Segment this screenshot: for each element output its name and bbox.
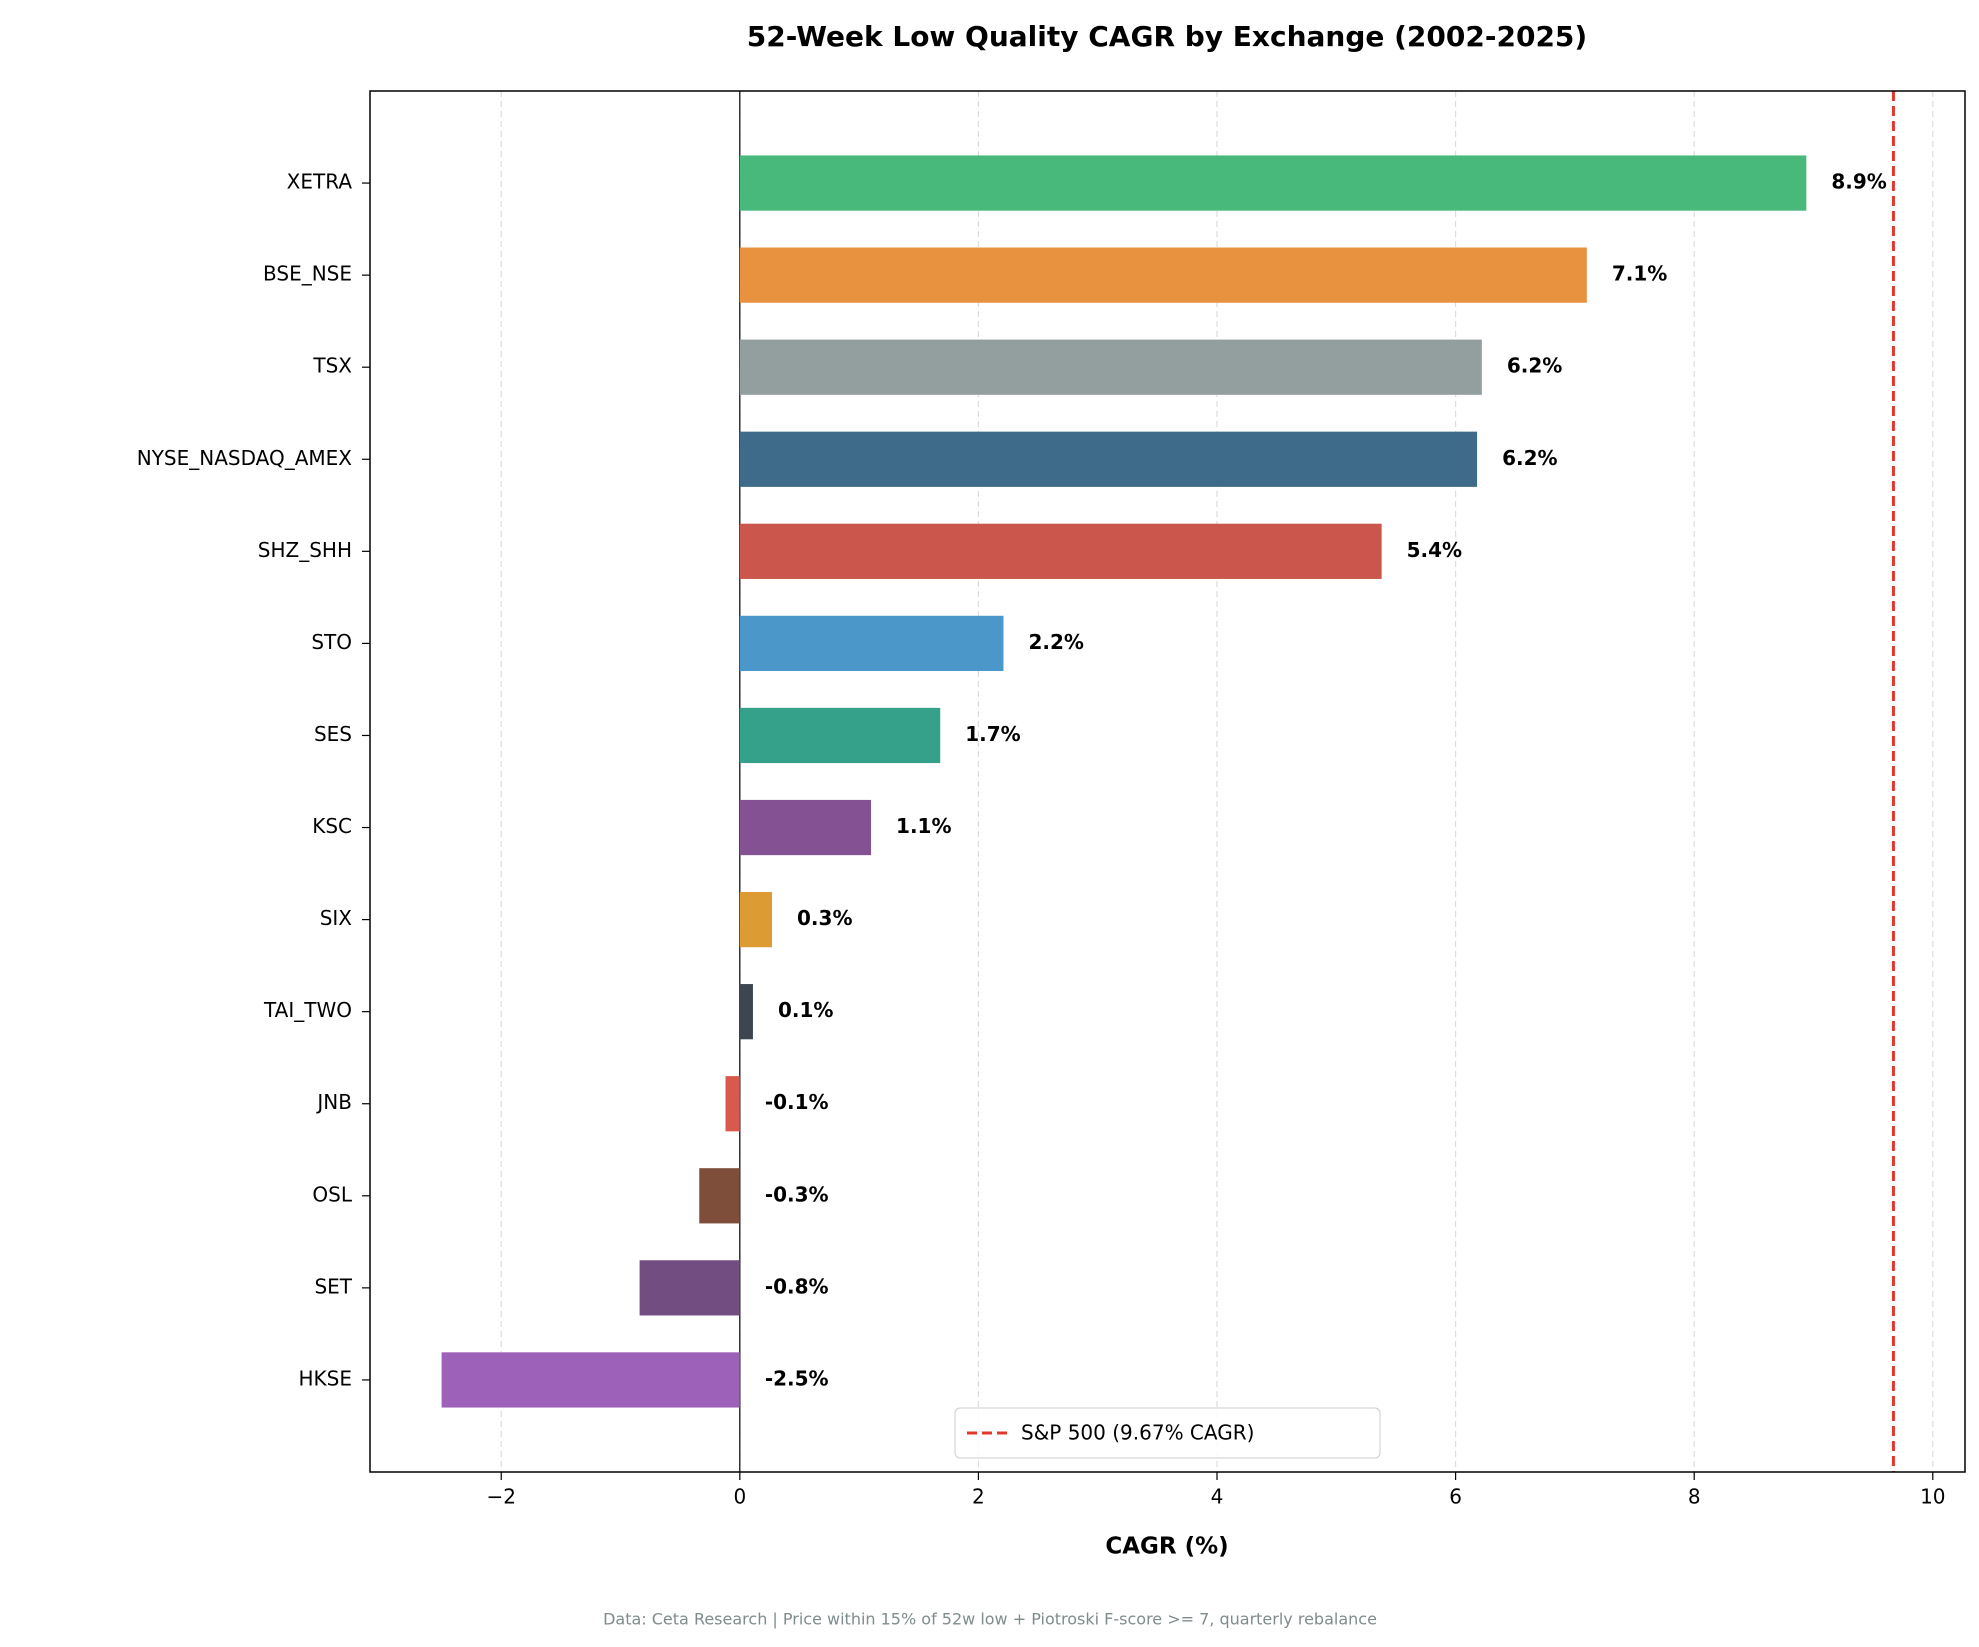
bar <box>739 155 1807 211</box>
bar <box>739 707 941 764</box>
value-label: 0.1% <box>778 998 833 1022</box>
x-axis-label: CAGR (%) <box>1105 1534 1228 1560</box>
x-tick-label: 4 <box>1211 1485 1224 1509</box>
y-tick-label: TAI_TWO <box>263 998 352 1022</box>
value-label: 0.3% <box>797 906 852 930</box>
plot-frame <box>369 90 1966 1473</box>
y-tick-label: OSL <box>312 1182 352 1206</box>
legend: S&P 500 (9.67% CAGR) <box>954 1407 1381 1459</box>
bar <box>441 1352 740 1408</box>
y-tick-label: SHZ_SHH <box>258 538 352 562</box>
y-tick-label: NYSE_NASDAQ_AMEX <box>137 446 353 470</box>
x-tick-label: 6 <box>1449 1485 1462 1509</box>
y-tick-label: JNB <box>315 1090 352 1114</box>
value-label: 5.4% <box>1407 538 1462 562</box>
value-label: -0.3% <box>765 1182 829 1206</box>
value-label: 7.1% <box>1612 262 1667 286</box>
value-label: 6.2% <box>1507 354 1562 378</box>
y-tick-label: STO <box>311 630 352 654</box>
value-label: -2.5% <box>765 1366 829 1390</box>
value-label: -0.8% <box>765 1274 829 1298</box>
legend-label: S&P 500 (9.67% CAGR) <box>1021 1421 1254 1445</box>
x-tick-label: 2 <box>972 1485 985 1509</box>
bar <box>639 1260 740 1316</box>
bar <box>739 984 753 1040</box>
x-tick-label: 8 <box>1688 1485 1701 1509</box>
y-tick-label: HKSE <box>299 1366 353 1390</box>
bar <box>739 339 1482 395</box>
value-label: 8.9% <box>1831 170 1886 194</box>
y-tick-label: SET <box>314 1274 352 1298</box>
bar <box>739 431 1478 487</box>
y-tick-label: XETRA <box>287 170 353 194</box>
y-tick-label: SIX <box>320 906 353 930</box>
bar <box>739 799 872 856</box>
value-label: 6.2% <box>1502 446 1557 470</box>
value-label: 2.2% <box>1028 630 1083 654</box>
y-tick-label: SES <box>314 722 352 746</box>
x-tick-label: −2 <box>486 1485 515 1509</box>
value-label: 1.1% <box>896 814 951 838</box>
y-tick-label: KSC <box>312 814 352 838</box>
footnote: Data: Ceta Research | Price within 15% o… <box>603 1610 1377 1629</box>
value-label: 1.7% <box>965 722 1020 746</box>
bar <box>699 1168 740 1224</box>
y-tick-label: TSX <box>312 354 352 378</box>
legend-box <box>954 1407 1381 1459</box>
x-tick-label: 0 <box>733 1485 746 1509</box>
bar <box>739 891 773 948</box>
y-tick-label: BSE_NSE <box>263 262 352 286</box>
x-tick-label: 10 <box>1920 1485 1945 1509</box>
bar <box>739 247 1587 303</box>
value-label: -0.1% <box>765 1090 829 1114</box>
bar <box>739 523 1382 579</box>
bar <box>739 615 1004 672</box>
chart-title: 52-Week Low Quality CAGR by Exchange (20… <box>747 20 1587 53</box>
bar <box>725 1076 740 1132</box>
